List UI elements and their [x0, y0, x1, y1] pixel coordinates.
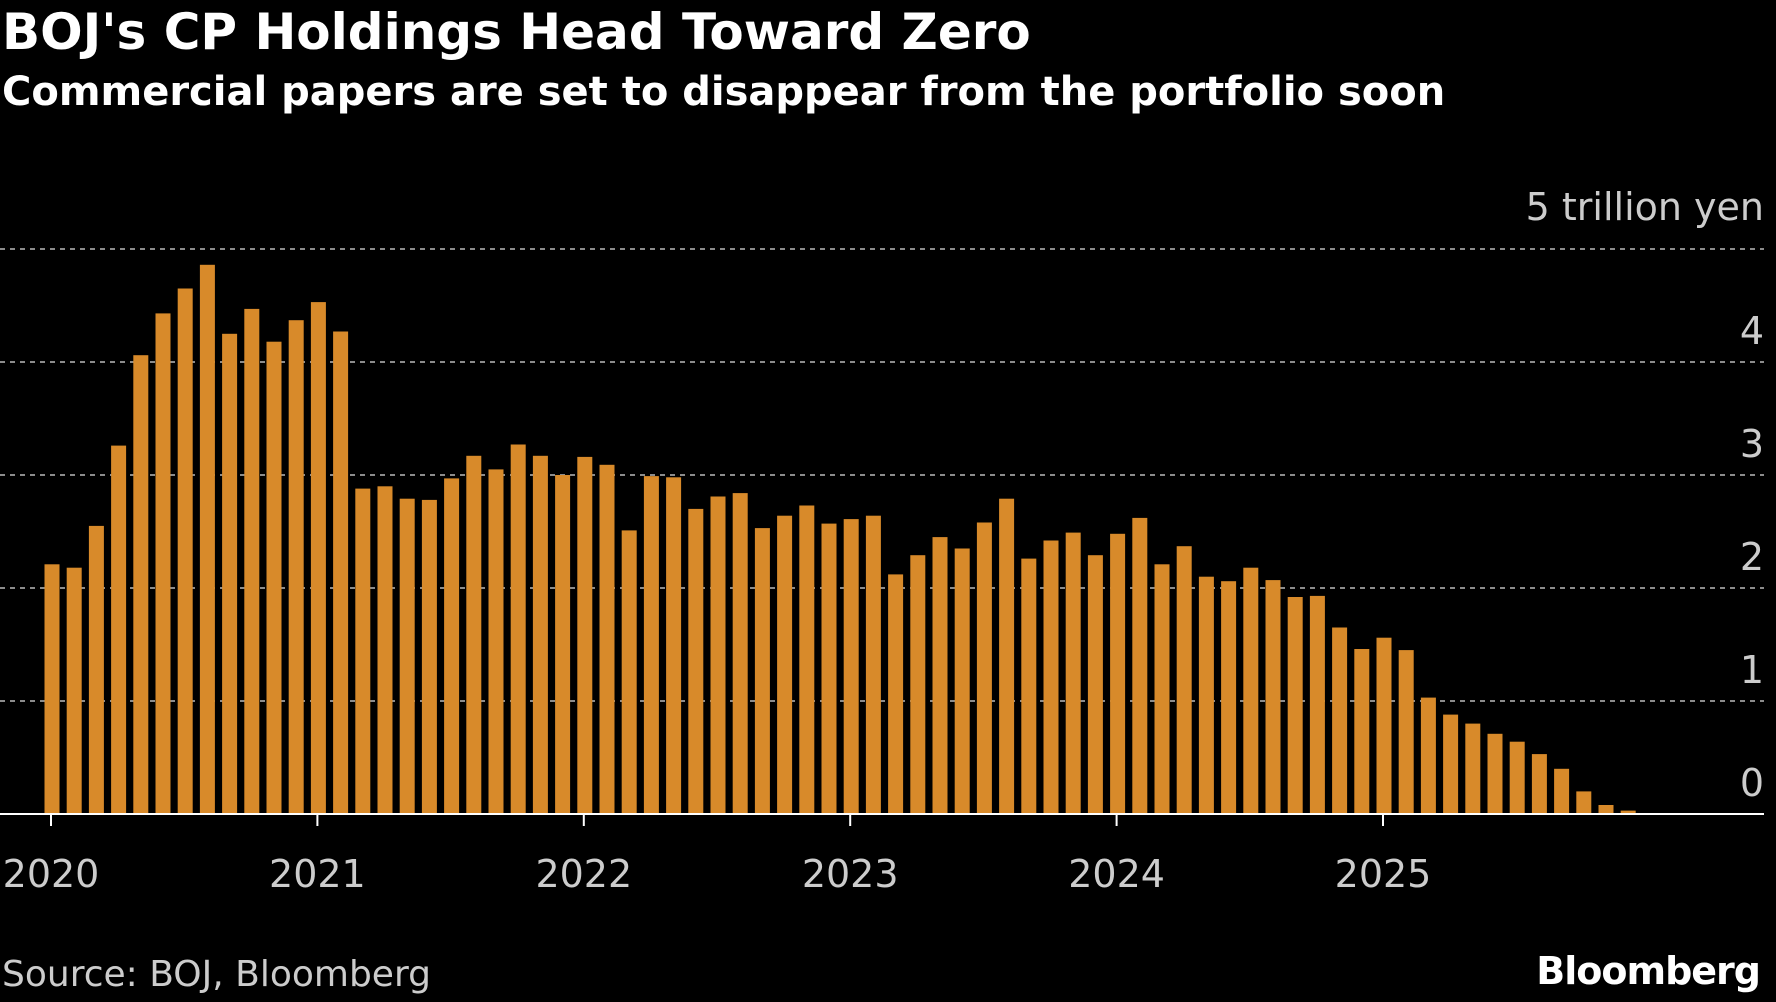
bar: [621, 530, 637, 814]
x-tick-label-2023: 2023: [802, 852, 899, 896]
bar: [1243, 567, 1259, 814]
chart-title: BOJ's CP Holdings Head Toward Zero: [2, 3, 1031, 61]
bar: [1332, 627, 1348, 814]
bar: [1465, 723, 1481, 814]
bar: [1221, 581, 1237, 814]
bar: [643, 476, 659, 814]
bar: [843, 519, 859, 814]
bar: [688, 508, 704, 814]
gridlines: [0, 248, 1764, 702]
bar: [799, 505, 815, 814]
y-axis-labels: 0 1 2 3 4: [1740, 309, 1764, 805]
bar: [666, 477, 682, 814]
bar: [1443, 714, 1459, 814]
bar: [710, 496, 726, 814]
bar: [199, 264, 215, 814]
bar: [244, 308, 260, 814]
y-tick-label-4: 4: [1740, 309, 1764, 353]
x-tick-label-2021: 2021: [269, 852, 366, 896]
bar: [1576, 791, 1592, 814]
bar: [111, 445, 127, 814]
bar: [310, 302, 326, 814]
y-tick-label-3: 3: [1740, 422, 1764, 466]
bar: [44, 564, 60, 814]
bar: [821, 523, 837, 814]
bar: [177, 288, 193, 814]
y-tick-label-1: 1: [1740, 648, 1764, 692]
y-axis-unit-label: 5 trillion yen: [1526, 185, 1764, 229]
bar: [1531, 754, 1547, 814]
bar: [66, 567, 82, 814]
bar: [88, 525, 104, 814]
bar: [1287, 597, 1303, 814]
bar: [1087, 555, 1103, 814]
bar: [510, 444, 526, 814]
bars: [44, 264, 1636, 815]
bar: [444, 478, 460, 814]
bar: [377, 486, 393, 814]
bar: [932, 537, 948, 814]
bar: [1398, 650, 1414, 814]
bar: [1598, 805, 1614, 814]
x-tick-label-2022: 2022: [535, 852, 632, 896]
bar: [1110, 533, 1126, 814]
bar: [1487, 733, 1503, 814]
bar: [1198, 576, 1214, 814]
bar: [954, 548, 970, 814]
x-axis-labels: 2020 2021 2022 2023 2024 2025: [3, 814, 1432, 896]
bar: [732, 493, 748, 814]
bar: [266, 341, 282, 814]
bar: [555, 475, 571, 814]
bar: [1176, 546, 1192, 814]
bar: [1376, 637, 1392, 814]
bar: [1509, 741, 1525, 814]
bar: [466, 455, 482, 814]
bar: [1065, 532, 1081, 814]
bar: [1132, 517, 1148, 814]
bar: [1021, 558, 1037, 814]
bar: [910, 555, 926, 814]
bar: [532, 455, 548, 814]
bar: [222, 333, 238, 815]
bar: [399, 498, 415, 814]
x-tick-label-2020: 2020: [3, 852, 100, 896]
bar: [976, 522, 992, 814]
bar: [599, 464, 615, 814]
bar: [1354, 649, 1370, 814]
bloomberg-logo: Bloomberg: [1536, 949, 1761, 993]
bar: [155, 313, 171, 814]
bar: [999, 498, 1015, 814]
source-note: Source: BOJ, Bloomberg: [2, 954, 431, 995]
bar: [333, 331, 349, 814]
bar: [1420, 697, 1436, 814]
bar: [288, 320, 304, 814]
bar: [488, 469, 504, 814]
bar: [1309, 595, 1325, 814]
bar: [1265, 580, 1281, 814]
bar: [577, 456, 593, 814]
bar: [133, 355, 149, 814]
bar: [1620, 810, 1636, 814]
y-tick-label-2: 2: [1740, 535, 1764, 579]
bar: [1554, 768, 1570, 814]
bar: [865, 515, 881, 814]
bar: [421, 499, 437, 814]
x-tick-label-2024: 2024: [1068, 852, 1165, 896]
bar: [1154, 564, 1170, 814]
bar: [1043, 540, 1059, 814]
bar: [355, 488, 371, 814]
bar: [754, 528, 770, 814]
chart-subtitle: Commercial papers are set to disappear f…: [2, 69, 1446, 115]
x-tick-label-2025: 2025: [1335, 852, 1432, 896]
bar: [777, 515, 793, 814]
bar: [888, 574, 904, 814]
y-tick-label-0: 0: [1740, 761, 1764, 805]
